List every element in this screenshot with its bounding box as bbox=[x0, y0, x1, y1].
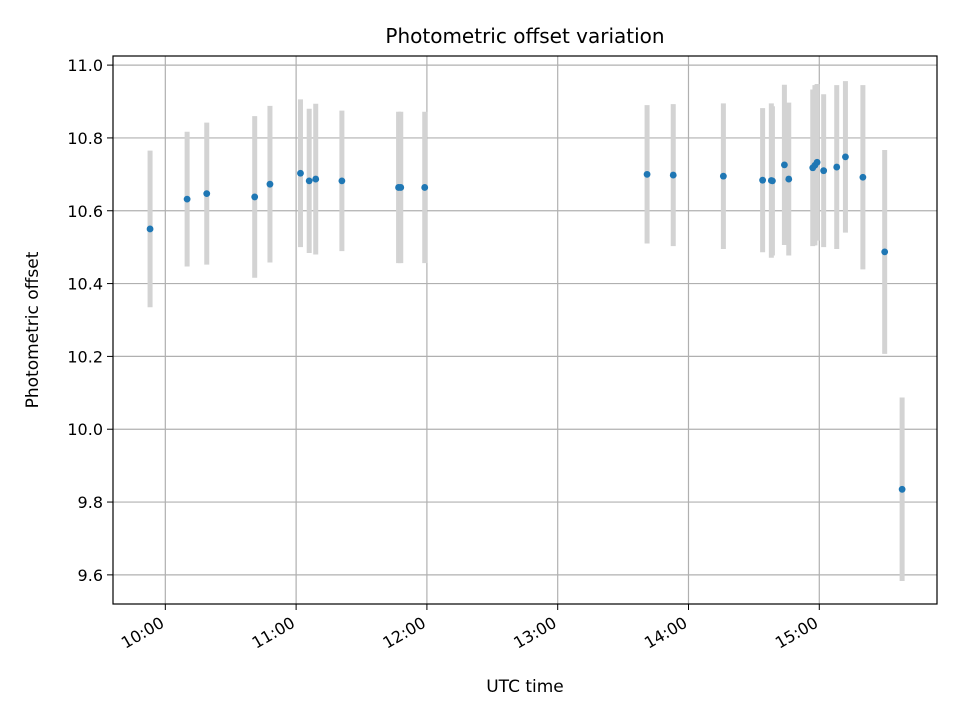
data-point bbox=[266, 180, 274, 188]
data-point bbox=[146, 225, 154, 233]
data-point bbox=[305, 177, 313, 185]
data-point bbox=[669, 171, 677, 179]
x-tick-label: 11:00 bbox=[249, 613, 298, 653]
data-point bbox=[251, 193, 259, 201]
data-point bbox=[338, 177, 346, 185]
plot-background bbox=[113, 56, 937, 604]
y-tick-label: 9.6 bbox=[78, 566, 103, 585]
y-tick-label: 9.8 bbox=[78, 493, 103, 512]
y-axis-label: Photometric offset bbox=[23, 251, 43, 408]
x-tick-label: 12:00 bbox=[379, 613, 428, 653]
plot-frame bbox=[112, 55, 938, 605]
y-tick-label: 10.8 bbox=[67, 129, 103, 148]
data-point bbox=[781, 161, 788, 169]
x-axis-ticks: 10:00 11:00 12:00 13:00 14:00 15:00 bbox=[118, 604, 821, 653]
y-tick-label: 10.6 bbox=[67, 202, 103, 221]
data-point bbox=[719, 172, 727, 180]
y-tick-label: 11.0 bbox=[67, 56, 103, 75]
x-tick-label: 15:00 bbox=[772, 613, 821, 653]
x-tick-label: 10:00 bbox=[118, 613, 167, 653]
data-point bbox=[859, 173, 867, 181]
data-point bbox=[820, 167, 828, 175]
data-point bbox=[297, 169, 304, 177]
data-point bbox=[397, 184, 405, 191]
data-point bbox=[898, 485, 906, 493]
data-point bbox=[312, 175, 320, 183]
data-point bbox=[183, 195, 191, 203]
data-point bbox=[833, 163, 841, 171]
data-point bbox=[759, 176, 767, 184]
y-tick-label: 10.0 bbox=[67, 420, 103, 439]
data-points bbox=[146, 153, 906, 493]
data-point bbox=[421, 184, 429, 191]
y-tick-label: 10.2 bbox=[67, 347, 103, 366]
data-point bbox=[203, 190, 211, 198]
x-axis-label: UTC time bbox=[486, 677, 564, 697]
y-tick-label: 10.4 bbox=[67, 275, 103, 294]
data-point bbox=[643, 170, 651, 178]
y-axis-ticks: 9.6 9.8 10.0 10.2 10.4 10.6 10.8 11.0 bbox=[67, 56, 113, 585]
chart-title: Photometric offset variation bbox=[385, 24, 664, 48]
data-point bbox=[769, 177, 776, 185]
x-tick-label: 13:00 bbox=[510, 613, 559, 653]
data-point bbox=[813, 158, 821, 166]
x-tick-label: 14:00 bbox=[641, 613, 690, 653]
data-point bbox=[842, 153, 849, 161]
data-point bbox=[785, 175, 793, 183]
data-point bbox=[881, 248, 889, 256]
